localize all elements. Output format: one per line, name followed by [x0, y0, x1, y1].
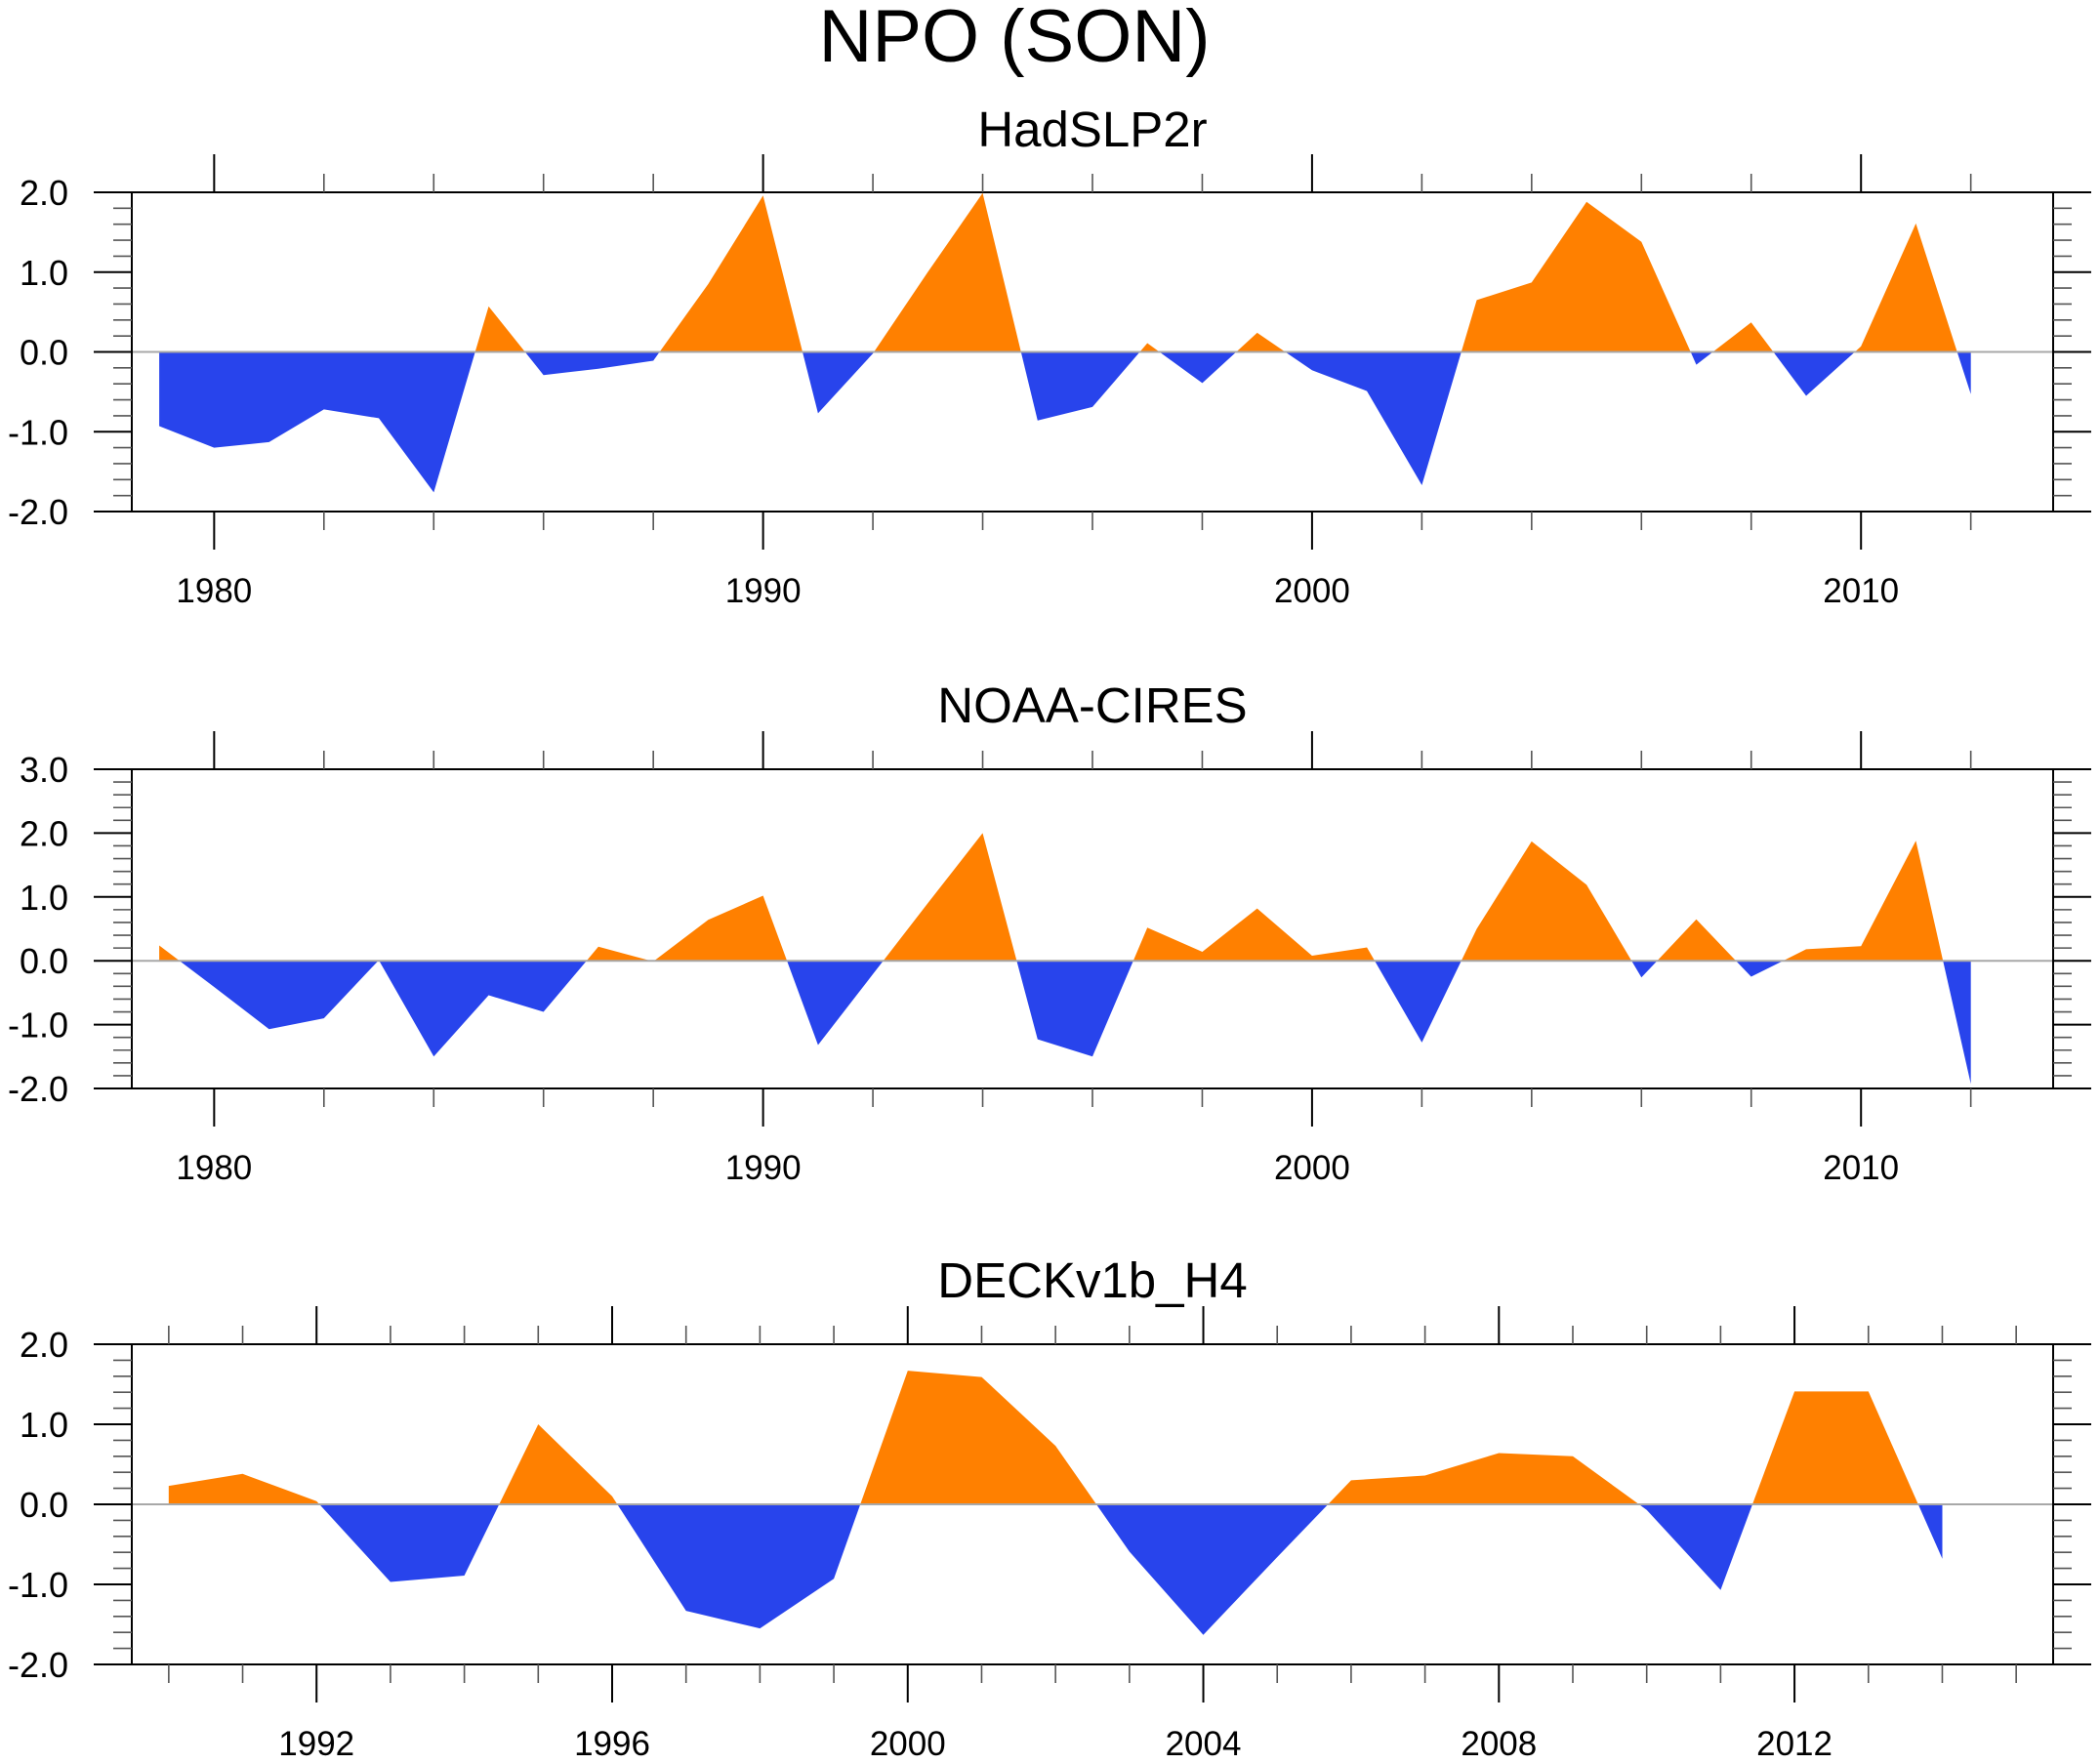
negative-area — [1773, 351, 1855, 396]
positive-area — [1139, 343, 1160, 352]
positive-area — [159, 945, 180, 962]
negative-area — [1375, 961, 1462, 1043]
negative-area — [159, 351, 475, 493]
panel-deckv1b-h4: DECKv1b_H4 2.0 1.0 0.0 -1.0 -2.0 1992 1996 2000… — [8, 1252, 2091, 1763]
negative-area — [1020, 351, 1140, 421]
x-axis: 1992 1996 2000 2004 2008 2012 — [168, 1306, 2017, 1763]
x-tick-label: 2004 — [1166, 1725, 1242, 1763]
negative-area — [1096, 1504, 1329, 1635]
y-axis: 2.0 1.0 0.0 -1.0 -2.0 — [8, 1325, 2091, 1685]
negative-area — [1638, 1504, 1752, 1590]
y-tick-label: 0.0 — [20, 333, 68, 373]
negative-area — [1956, 351, 1971, 394]
negative-area — [787, 961, 884, 1046]
positive-area — [1461, 201, 1691, 352]
y-tick-label: 2.0 — [20, 173, 68, 213]
y-tick-label: -1.0 — [8, 1565, 68, 1605]
positive-area — [168, 1473, 320, 1504]
area-fills — [159, 192, 1971, 493]
negative-area — [179, 961, 379, 1030]
figure-title: NPO (SON) — [818, 0, 1210, 78]
positive-area — [659, 195, 803, 352]
positive-area — [883, 833, 1017, 962]
positive-area — [860, 1371, 1096, 1504]
panel-title: DECKv1b_H4 — [937, 1252, 1247, 1308]
x-tick-label: 1990 — [725, 572, 802, 610]
y-tick-label: -1.0 — [8, 1005, 68, 1046]
y-tick-label: 2.0 — [20, 813, 68, 853]
area-fills — [168, 1371, 1943, 1635]
x-tick-label: 2010 — [1823, 1149, 1899, 1187]
y-tick-label: -2.0 — [8, 1069, 68, 1109]
positive-area — [1461, 841, 1632, 962]
negative-area — [1016, 961, 1133, 1057]
positive-area — [1712, 322, 1774, 352]
panel-noaa-cires: NOAA-CIRES 3.0 2.0 1.0 0.0 -1.0 -2.0 1980 1990 2… — [8, 677, 2091, 1187]
positive-area — [1752, 1391, 1918, 1504]
x-tick-label: 1980 — [176, 1149, 252, 1187]
x-axis: 1980 1990 2000 2010 — [176, 154, 1972, 610]
x-tick-label: 2000 — [870, 1725, 946, 1763]
positive-area — [1783, 841, 1944, 962]
positive-area — [1132, 908, 1376, 962]
y-tick-label: 1.0 — [20, 878, 68, 918]
positive-area — [654, 895, 788, 962]
positive-area — [474, 306, 525, 352]
positive-area — [1328, 1453, 1639, 1504]
y-axis: 3.0 2.0 1.0 0.0 -1.0 -2.0 — [8, 750, 2091, 1109]
negative-area — [1736, 961, 1784, 977]
y-tick-label: -2.0 — [8, 492, 68, 532]
y-axis: 2.0 1.0 0.0 -1.0 -2.0 — [8, 173, 2091, 532]
x-tick-label: 1980 — [176, 572, 252, 610]
negative-area — [379, 961, 587, 1057]
positive-area — [1236, 332, 1286, 352]
positive-area — [1854, 223, 1957, 352]
panel-hadslp2r: HadSLP2r 2.0 1.0 0.0 -1.0 -2.0 1980 1990 2000 20… — [8, 102, 2091, 610]
panel-title: HadSLP2r — [977, 102, 1207, 157]
x-tick-label: 2008 — [1461, 1725, 1537, 1763]
y-tick-label: 3.0 — [20, 750, 68, 790]
x-tick-label: 2000 — [1274, 572, 1350, 610]
x-tick-label: 1996 — [574, 1725, 650, 1763]
negative-area — [1943, 961, 1971, 1085]
x-tick-label: 2012 — [1756, 1725, 1832, 1763]
positive-area — [1657, 919, 1737, 962]
x-tick-label: 2000 — [1274, 1149, 1350, 1187]
area-fills — [159, 833, 1971, 1085]
positive-area — [874, 192, 1021, 352]
y-tick-label: 0.0 — [20, 1485, 68, 1525]
y-tick-label: 1.0 — [20, 253, 68, 293]
positive-area — [499, 1424, 618, 1504]
panel-title: NOAA-CIRES — [937, 677, 1247, 733]
y-tick-label: 0.0 — [20, 941, 68, 981]
y-tick-label: 1.0 — [20, 1405, 68, 1445]
negative-area — [1917, 1504, 1943, 1559]
negative-area — [803, 351, 875, 414]
x-tick-label: 2010 — [1823, 572, 1899, 610]
negative-area — [1690, 351, 1713, 365]
y-tick-label: -2.0 — [8, 1645, 68, 1685]
negative-area — [319, 1504, 500, 1582]
positive-area — [586, 946, 651, 962]
negative-area — [1285, 351, 1462, 485]
y-tick-label: 2.0 — [20, 1325, 68, 1365]
x-tick-label: 1990 — [725, 1149, 802, 1187]
negative-area — [617, 1504, 861, 1629]
x-tick-label: 1992 — [278, 1725, 354, 1763]
negative-area — [1631, 961, 1658, 978]
negative-area — [1159, 351, 1237, 384]
y-tick-label: -1.0 — [8, 412, 68, 452]
x-axis: 1980 1990 2000 2010 — [176, 731, 1972, 1187]
negative-area — [524, 351, 660, 376]
